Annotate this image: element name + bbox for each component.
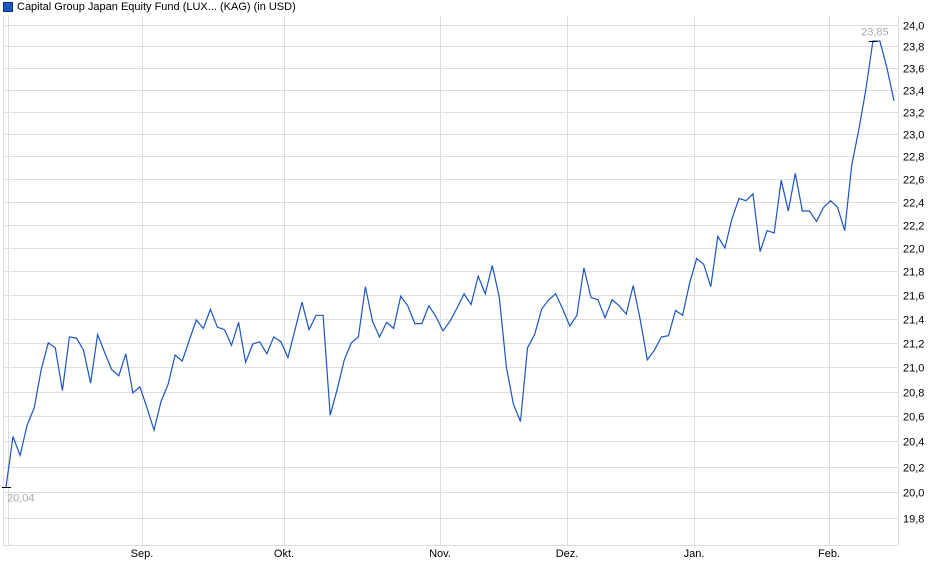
y-tick-label: 23,6 [903,64,924,76]
y-tick-label: 20,0 [903,488,924,500]
x-tick-label: Okt. [274,548,294,560]
y-tick-label: 21,8 [903,267,924,279]
x-tick-label: Dez. [556,548,579,560]
y-tick-label: 20,6 [903,412,924,424]
y-tick-label: 21,2 [903,339,924,351]
y-tick-label: 22,2 [903,221,924,233]
legend-swatch-icon [3,2,13,12]
y-tick-label: 23,0 [903,130,924,142]
x-tick-label: Nov. [429,548,451,560]
chart-title: Capital Group Japan Equity Fund (LUX... … [17,1,296,13]
y-tick-label: 24,0 [903,21,924,33]
x-tick-label: Jan. [684,548,705,560]
x-tick-label: Sep. [131,548,154,560]
x-tick-label: Feb. [818,548,840,560]
y-tick-label: 19,8 [903,514,924,526]
y-tick-label: 22,0 [903,244,924,256]
y-tick-label: 22,8 [903,152,924,164]
y-tick-label: 21,4 [903,315,924,327]
y-tick-label: 23,4 [903,86,924,98]
y-tick-label: 22,6 [903,175,924,187]
y-tick-label: 20,2 [903,463,924,475]
y-tick-label: 20,8 [903,388,924,400]
y-tick-label: 23,8 [903,42,924,54]
y-tick-label: 20,4 [903,437,924,449]
series-line [5,40,895,488]
chart-legend: Capital Group Japan Equity Fund (LUX... … [3,1,296,13]
y-tick-label: 21,6 [903,291,924,303]
y-tick-label: 22,4 [903,198,924,210]
max-value-label: 23,85 [861,27,889,39]
min-value-label: 20,04 [7,493,35,505]
y-tick-label: 21,0 [903,363,924,375]
y-tick-label: 23,2 [903,108,924,120]
